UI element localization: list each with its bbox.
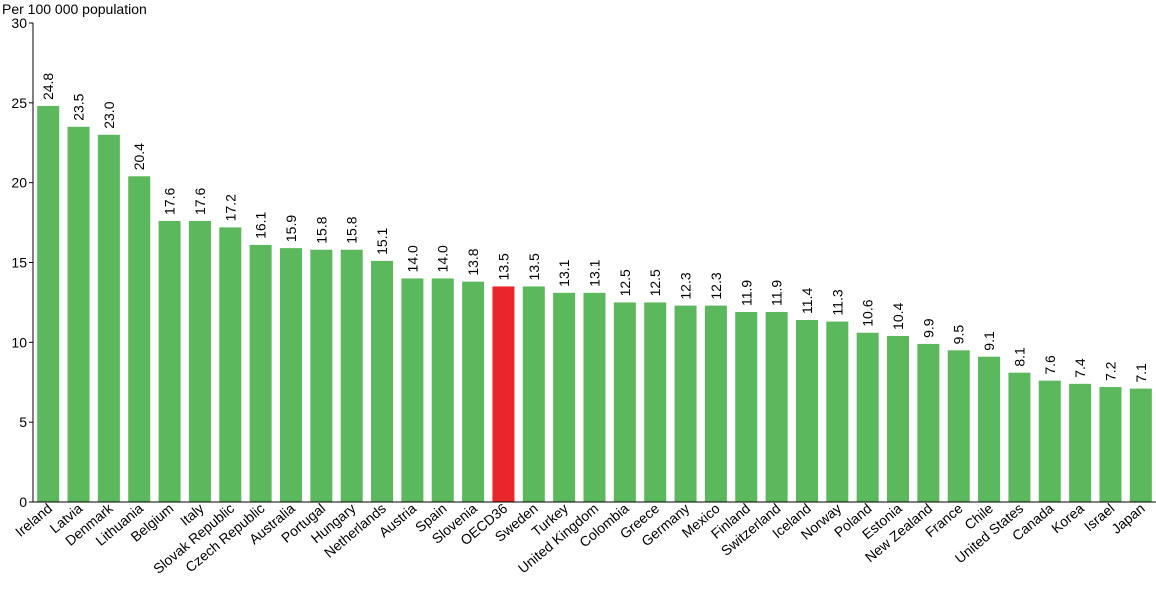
data-label: 13.5 [526, 253, 542, 280]
bar-colombia [613, 302, 636, 502]
bar-ireland [37, 106, 60, 502]
data-label: 9.5 [951, 325, 967, 345]
data-label: 23.5 [71, 93, 87, 120]
data-label: 7.1 [1133, 363, 1149, 383]
data-label: 10.6 [860, 299, 876, 326]
data-label: 11.4 [799, 288, 815, 314]
bar-germany [674, 305, 697, 502]
bar-iceland [795, 319, 818, 502]
data-label: 23.0 [101, 101, 117, 128]
data-label: 15.9 [283, 215, 299, 242]
data-label: 14.0 [435, 245, 451, 272]
data-label: 17.2 [222, 194, 238, 221]
data-label: 13.1 [587, 259, 603, 286]
data-label: 8.1 [1011, 347, 1027, 367]
bar-israel [1099, 387, 1122, 502]
bar-spain [431, 278, 454, 502]
bar-poland [856, 332, 879, 502]
data-label: 15.8 [313, 216, 329, 243]
data-label: 11.9 [769, 280, 785, 306]
value-labels: 24.8 23.5 23.0 20.4 17.6 17.6 17.2 16.1 15.9 15.8… [40, 73, 1149, 383]
y-tick-label: 5 [19, 414, 27, 430]
bar-turkey [553, 292, 576, 502]
bar-united-states [1008, 372, 1031, 502]
bar-australia [279, 248, 302, 502]
y-tick-label: 0 [19, 494, 27, 510]
y-tick-label: 30 [11, 15, 27, 31]
data-label: 17.6 [192, 188, 208, 215]
bar-denmark [97, 134, 120, 502]
bar-lithuania [128, 176, 151, 502]
bar-latvia [67, 126, 90, 503]
bar-mexico [704, 305, 727, 502]
bar-slovenia [462, 281, 485, 502]
y-axis-title: Per 100 000 population [2, 1, 147, 17]
data-label: 11.3 [829, 289, 845, 315]
bar-finland [735, 311, 758, 502]
data-label: 11.9 [738, 280, 754, 306]
data-label: 12.3 [678, 272, 694, 299]
data-label: 15.8 [344, 216, 360, 243]
bar-italy [188, 220, 211, 502]
bar-netherlands [371, 260, 394, 502]
bar-norway [826, 321, 849, 502]
bars [37, 106, 1152, 503]
bar-greece [644, 302, 667, 502]
data-label: 9.9 [920, 318, 936, 338]
bar-new-zealand [917, 343, 940, 502]
bar-oecd36 [492, 286, 515, 502]
bar-france [947, 350, 970, 502]
data-label: 12.5 [647, 269, 663, 296]
bar-canada [1038, 380, 1061, 502]
data-label: 13.8 [465, 248, 481, 275]
bar-united-kingdom [583, 292, 606, 502]
data-label: 9.1 [981, 331, 997, 351]
data-label: 15.1 [374, 227, 390, 254]
y-tick-label: 10 [11, 334, 27, 350]
data-label: 13.1 [556, 259, 572, 286]
data-label: 13.5 [495, 253, 511, 280]
y-tick-label: 25 [11, 95, 27, 111]
bar-hungary [340, 249, 363, 502]
bar-estonia [887, 335, 910, 502]
data-label: 12.3 [708, 272, 724, 299]
bar-slovak-republic [219, 227, 242, 502]
data-label: 20.4 [131, 143, 147, 170]
y-tick-label: 15 [11, 255, 27, 271]
bar-chile [978, 356, 1001, 502]
data-label: 14.0 [404, 245, 420, 272]
bar-korea [1069, 383, 1092, 502]
x-tick-label: Korea [1048, 500, 1087, 536]
bar-japan [1129, 388, 1152, 502]
data-label: 12.5 [617, 269, 633, 296]
data-label: 17.6 [162, 188, 178, 215]
data-label: 16.1 [253, 211, 269, 238]
bar-belgium [158, 220, 181, 502]
data-label: 7.2 [1102, 361, 1118, 381]
x-tick-label: Japan [1108, 500, 1148, 537]
bar-switzerland [765, 311, 788, 502]
bar-austria [401, 278, 424, 502]
y-tick-label: 20 [11, 175, 27, 191]
data-label: 10.4 [890, 302, 906, 329]
data-label: 24.8 [40, 73, 56, 100]
data-label: 7.4 [1072, 358, 1088, 378]
bar-czech-republic [249, 244, 272, 503]
bar-sweden [522, 286, 545, 502]
data-label: 7.6 [1042, 355, 1058, 375]
bar-portugal [310, 249, 333, 502]
